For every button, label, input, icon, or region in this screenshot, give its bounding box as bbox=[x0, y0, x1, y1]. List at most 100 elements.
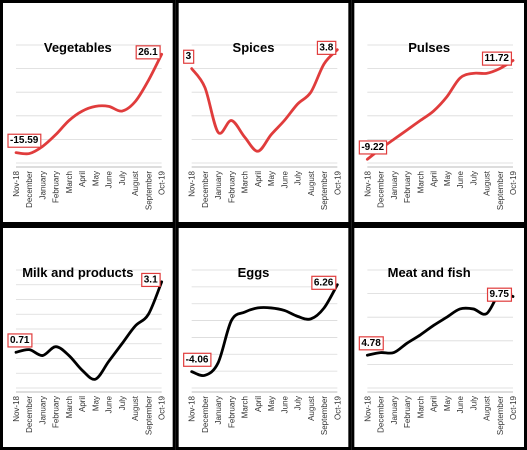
chart-title: Meat and fish bbox=[388, 265, 471, 280]
panel: Nov-18 December January February March April M… bbox=[0, 0, 176, 225]
x-tick-label: January bbox=[38, 171, 47, 199]
x-tick-label: February bbox=[403, 171, 412, 203]
x-tick-label: July bbox=[469, 171, 478, 185]
x-tick-label: January bbox=[390, 396, 399, 424]
x-tick-label: December bbox=[201, 396, 210, 433]
x-tick-label: April bbox=[254, 171, 263, 187]
data-label: 6.26 bbox=[314, 277, 334, 288]
x-tick-label: March bbox=[241, 396, 250, 418]
data-label-box bbox=[316, 40, 337, 55]
x-tick-label: May bbox=[443, 396, 452, 411]
line-series bbox=[14, 280, 164, 381]
x-tick-label: Oct-19 bbox=[509, 170, 518, 195]
chart-title: Pulses bbox=[408, 40, 450, 55]
x-tick-label: May bbox=[91, 171, 100, 186]
data-label: 0.71 bbox=[10, 335, 30, 346]
data-label-box bbox=[486, 287, 513, 302]
x-tick-label: Oct-19 bbox=[158, 395, 167, 420]
x-tick-label: September bbox=[320, 396, 329, 435]
x-tick-label: Oct-19 bbox=[509, 395, 518, 420]
x-tick-label: Nov-18 bbox=[188, 170, 197, 196]
data-label-box bbox=[311, 275, 337, 290]
x-tick-label: Nov-18 bbox=[363, 395, 372, 421]
x-tick-label: July bbox=[118, 396, 127, 410]
x-tick-label: Nov-18 bbox=[363, 170, 372, 196]
data-label-box bbox=[358, 336, 384, 351]
panel-border bbox=[0, 225, 176, 450]
line-series bbox=[365, 291, 515, 357]
chart-title: Spices bbox=[233, 40, 275, 55]
data-label: 9.75 bbox=[490, 289, 510, 300]
x-tick-label: January bbox=[38, 396, 47, 424]
x-tick-label: June bbox=[280, 170, 289, 188]
x-tick-label: January bbox=[214, 396, 223, 424]
x-tick-label: Nov-18 bbox=[12, 395, 21, 421]
x-tick-label: February bbox=[52, 171, 61, 203]
data-label-box bbox=[7, 133, 42, 148]
x-tick-label: May bbox=[267, 171, 276, 186]
x-tick-label: April bbox=[254, 396, 263, 412]
x-tick-label: Oct-19 bbox=[333, 395, 342, 420]
x-tick-label: June bbox=[280, 395, 289, 413]
panel-border bbox=[0, 0, 176, 225]
panel-border bbox=[175, 225, 352, 450]
x-tick-label: December bbox=[377, 171, 386, 208]
chart-title: Vegetables bbox=[44, 40, 112, 55]
x-tick-label: June bbox=[105, 170, 114, 188]
x-tick-label: September bbox=[144, 396, 153, 435]
data-label-box bbox=[7, 333, 33, 348]
data-label: -15.59 bbox=[10, 135, 39, 146]
x-tick-label: September bbox=[496, 396, 505, 435]
x-tick-label: December bbox=[25, 171, 34, 208]
data-label: -4.06 bbox=[186, 354, 209, 365]
x-tick-label: August bbox=[307, 395, 316, 421]
x-tick-label: August bbox=[131, 395, 140, 421]
x-tick-label: September bbox=[144, 171, 153, 210]
x-tick-label: December bbox=[25, 396, 34, 433]
x-tick-label: July bbox=[469, 396, 478, 410]
panel: Nov-18 December January February March April M… bbox=[351, 225, 527, 450]
x-tick-label: March bbox=[416, 396, 425, 418]
panel: Nov-18 December January February March April M… bbox=[175, 0, 352, 225]
x-tick-label: February bbox=[227, 171, 236, 203]
x-tick-label: September bbox=[320, 171, 329, 210]
data-label: 26.1 bbox=[138, 47, 158, 58]
x-tick-label: March bbox=[241, 171, 250, 193]
x-tick-label: April bbox=[430, 396, 439, 412]
data-label-box bbox=[141, 272, 161, 288]
data-label-box bbox=[481, 51, 513, 66]
panel: Nov-18 December January February March April M… bbox=[351, 0, 527, 225]
x-tick-label: February bbox=[52, 396, 61, 428]
chart-title: Eggs bbox=[238, 265, 270, 280]
x-tick-label: December bbox=[201, 171, 210, 208]
x-tick-label: August bbox=[131, 170, 140, 196]
data-label: 4.78 bbox=[361, 338, 381, 349]
x-tick-label: March bbox=[65, 396, 74, 418]
x-tick-label: May bbox=[267, 396, 276, 411]
x-tick-label: Nov-18 bbox=[12, 170, 21, 196]
x-tick-label: March bbox=[65, 171, 74, 193]
x-tick-label: April bbox=[430, 171, 439, 187]
data-label-box bbox=[135, 45, 161, 60]
x-tick-label: June bbox=[105, 395, 114, 413]
x-tick-label: September bbox=[496, 171, 505, 210]
panel: Nov-18 December January February March April M… bbox=[175, 225, 352, 450]
line-series bbox=[190, 48, 339, 153]
x-tick-label: July bbox=[118, 171, 127, 185]
data-label: 3.1 bbox=[144, 274, 158, 285]
x-tick-label: July bbox=[294, 396, 303, 410]
x-tick-label: February bbox=[403, 396, 412, 428]
data-label-box bbox=[358, 140, 388, 155]
x-tick-label: April bbox=[78, 171, 87, 187]
chart-title: Milk and products bbox=[22, 265, 133, 280]
line-series bbox=[365, 59, 515, 161]
x-tick-label: July bbox=[294, 171, 303, 185]
x-tick-label: Nov-18 bbox=[188, 395, 197, 421]
x-tick-label: August bbox=[483, 170, 492, 196]
x-tick-label: January bbox=[390, 171, 399, 199]
line-series bbox=[190, 283, 339, 378]
x-tick-label: August bbox=[483, 395, 492, 421]
data-label: 3 bbox=[186, 51, 192, 62]
x-tick-label: May bbox=[443, 171, 452, 186]
